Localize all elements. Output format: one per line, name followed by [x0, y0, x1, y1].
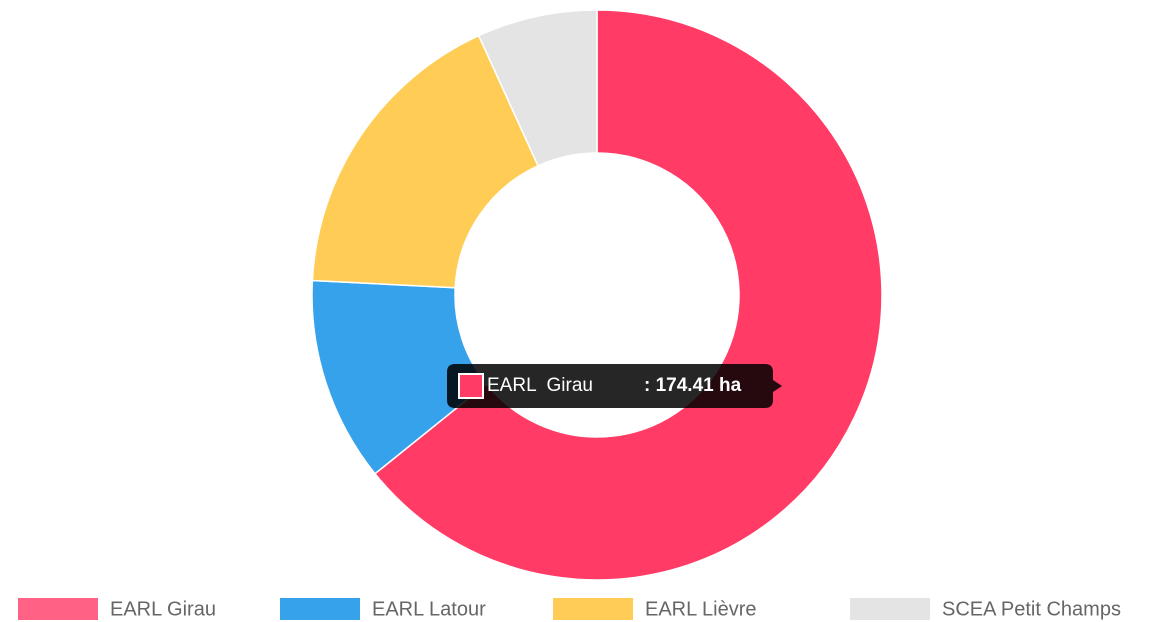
legend-label: EARL Girau	[110, 598, 216, 620]
legend-label: SCEA Petit Champs	[942, 598, 1121, 620]
legend-swatch	[280, 598, 360, 620]
slice	[477, 9, 598, 167]
legend-swatch	[18, 598, 98, 620]
tooltip: EARL Girau : 174.41 ha	[447, 364, 782, 408]
tooltip-swatch	[458, 373, 484, 399]
slice	[373, 9, 883, 581]
tooltip-box	[447, 364, 782, 408]
tooltip-text: : 174.41 ha	[644, 375, 742, 396]
slice	[311, 34, 540, 289]
tooltip-title: EARL Girau	[487, 375, 593, 396]
legend-label: EARL Latour	[372, 598, 486, 620]
legend-swatch	[553, 598, 633, 620]
legend-label: EARL Lièvre	[645, 598, 757, 620]
legend-swatch	[850, 598, 930, 620]
